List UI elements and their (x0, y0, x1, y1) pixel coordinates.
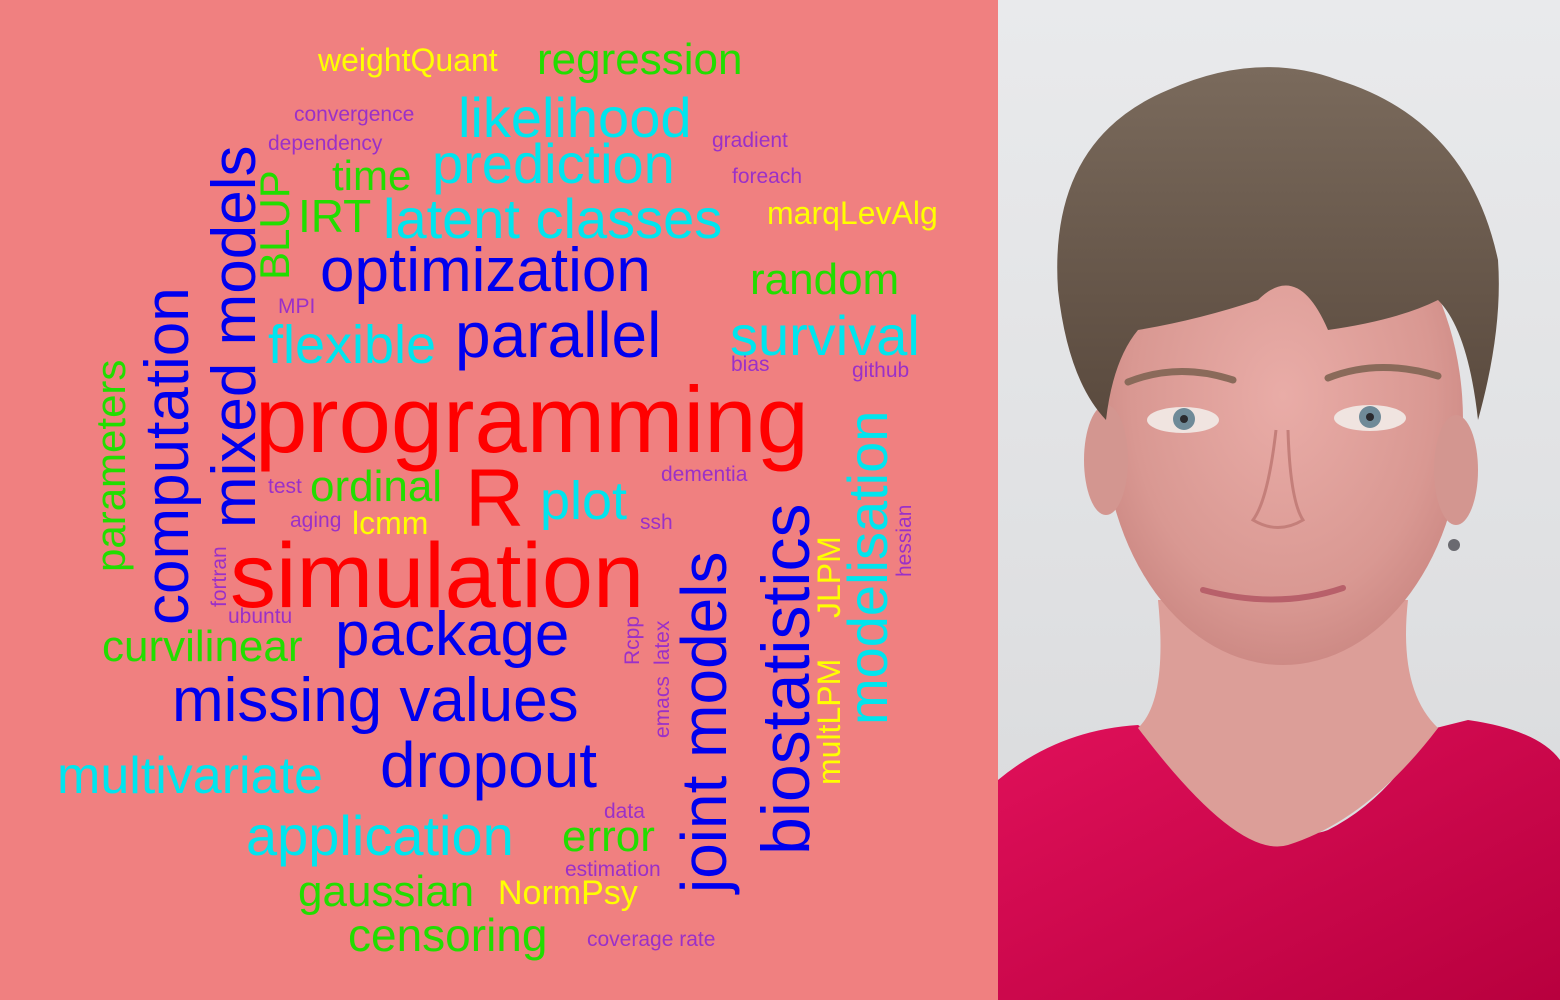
word-modelisation: modelisation (836, 410, 899, 725)
word-estimation: estimation (565, 858, 661, 881)
word-irt: IRT (298, 190, 372, 242)
word-normpsy: NormPsy (498, 874, 638, 912)
word-gradient: gradient (712, 129, 788, 152)
word-error: error (562, 812, 655, 861)
word-emacs: emacs (651, 676, 674, 738)
word-multlpm: multLPM (811, 658, 847, 785)
word-test: test (268, 475, 302, 498)
word-missing-values: missing values (172, 666, 579, 735)
word-rcpp: Rcpp (621, 615, 644, 665)
portrait-photo (998, 0, 1560, 1000)
word-censoring: censoring (348, 909, 548, 961)
word-multivariate: multivariate (57, 747, 323, 805)
word-application: application (246, 804, 514, 867)
word-blup: BLUP (251, 170, 298, 280)
word-package: package (335, 600, 570, 669)
word-dropout: dropout (380, 729, 598, 801)
word-bias: bias (731, 353, 770, 376)
portrait-illustration (998, 67, 1560, 1000)
word-foreach: foreach (732, 165, 803, 188)
word-regression: regression (537, 35, 743, 84)
word-hessian: hessian (893, 504, 916, 577)
word-latex: latex (651, 620, 674, 665)
word-ubuntu: ubuntu (228, 605, 293, 628)
word-random: random (750, 255, 900, 304)
word-mpi: MPI (278, 295, 316, 318)
word-biostatistics: biostatistics (748, 503, 824, 855)
word-github: github (852, 359, 910, 382)
word-lcmm: lcmm (352, 505, 429, 541)
word-marqlevalg: marqLevAlg (767, 195, 938, 231)
word-optimization: optimization (320, 236, 651, 305)
word-parameters: parameters (87, 359, 134, 572)
word-fortran: fortran (208, 546, 231, 607)
word-aging: aging (290, 509, 342, 532)
word-data: data (604, 800, 645, 823)
word-prediction: prediction (432, 132, 675, 195)
word-curvilinear: curvilinear (102, 622, 303, 671)
word-ordinal: ordinal (310, 462, 443, 511)
word-convergence: convergence (294, 103, 415, 126)
word-dementia: dementia (661, 463, 748, 486)
word-dependency: dependency (268, 132, 383, 155)
word-joint-models: joint models (668, 551, 740, 894)
word-coverage-rate: coverage rate (587, 928, 716, 951)
word-r: R (465, 453, 525, 544)
word-plot: plot (540, 471, 628, 531)
word-parallel: parallel (455, 299, 662, 371)
word-flexible: flexible (268, 315, 437, 375)
word-time: time (332, 152, 412, 199)
word-simulation: simulation (230, 525, 645, 627)
word-weightquant: weightQuant (318, 42, 498, 78)
word-gaussian: gaussian (298, 867, 475, 916)
word-ssh: ssh (640, 511, 673, 534)
word-cloud: programming simulation R optimization pa… (57, 35, 938, 961)
word-survival: survival (730, 304, 920, 367)
word-jlpm: JLPM (811, 536, 847, 618)
word-likelihood: likelihood (458, 86, 692, 149)
word-latent-classes: latent classes (383, 187, 723, 250)
word-programming: programming (255, 367, 809, 472)
word-computation: computation (133, 287, 202, 625)
